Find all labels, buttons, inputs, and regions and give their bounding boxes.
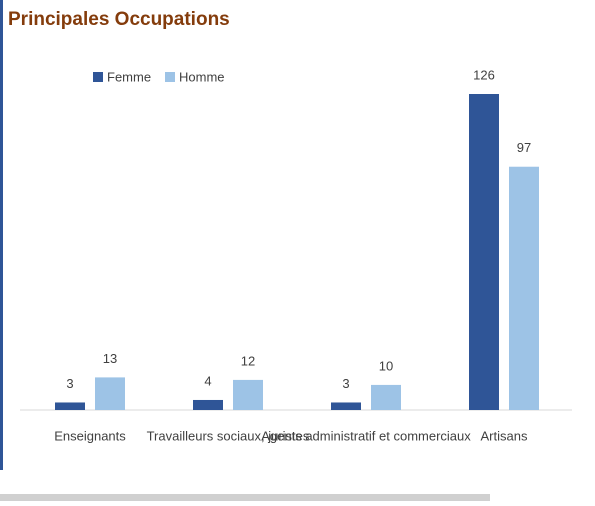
- bar: [193, 399, 223, 410]
- x-tick-label: Artisans: [481, 428, 528, 443]
- legend-label: Homme: [179, 69, 225, 84]
- data-label: 3: [66, 376, 73, 391]
- data-label: 97: [517, 140, 531, 155]
- side-border: [0, 0, 3, 470]
- legend-label: Femme: [107, 69, 151, 84]
- data-label: 3: [342, 376, 349, 391]
- x-tick-label: Enseignants: [54, 428, 126, 443]
- bar: [331, 402, 361, 410]
- x-tick-label: Travailleurs sociaux, juristes: [147, 428, 310, 443]
- bar: [55, 402, 85, 410]
- bar: [95, 377, 125, 410]
- x-tick-label: Agents administratif et commerciaux: [261, 428, 471, 443]
- data-label: 13: [103, 351, 117, 366]
- bar: [371, 384, 401, 410]
- data-label: 4: [204, 373, 211, 388]
- data-label: 126: [473, 67, 495, 82]
- legend-swatch: [165, 72, 175, 82]
- bar: [469, 94, 499, 410]
- data-label: 12: [241, 353, 255, 368]
- bar: [509, 166, 539, 410]
- bottom-strip: [0, 494, 490, 501]
- chart-title: Principales Occupations: [8, 9, 230, 30]
- legend-swatch: [93, 72, 103, 82]
- data-label: 10: [379, 358, 393, 373]
- bar: [233, 379, 263, 410]
